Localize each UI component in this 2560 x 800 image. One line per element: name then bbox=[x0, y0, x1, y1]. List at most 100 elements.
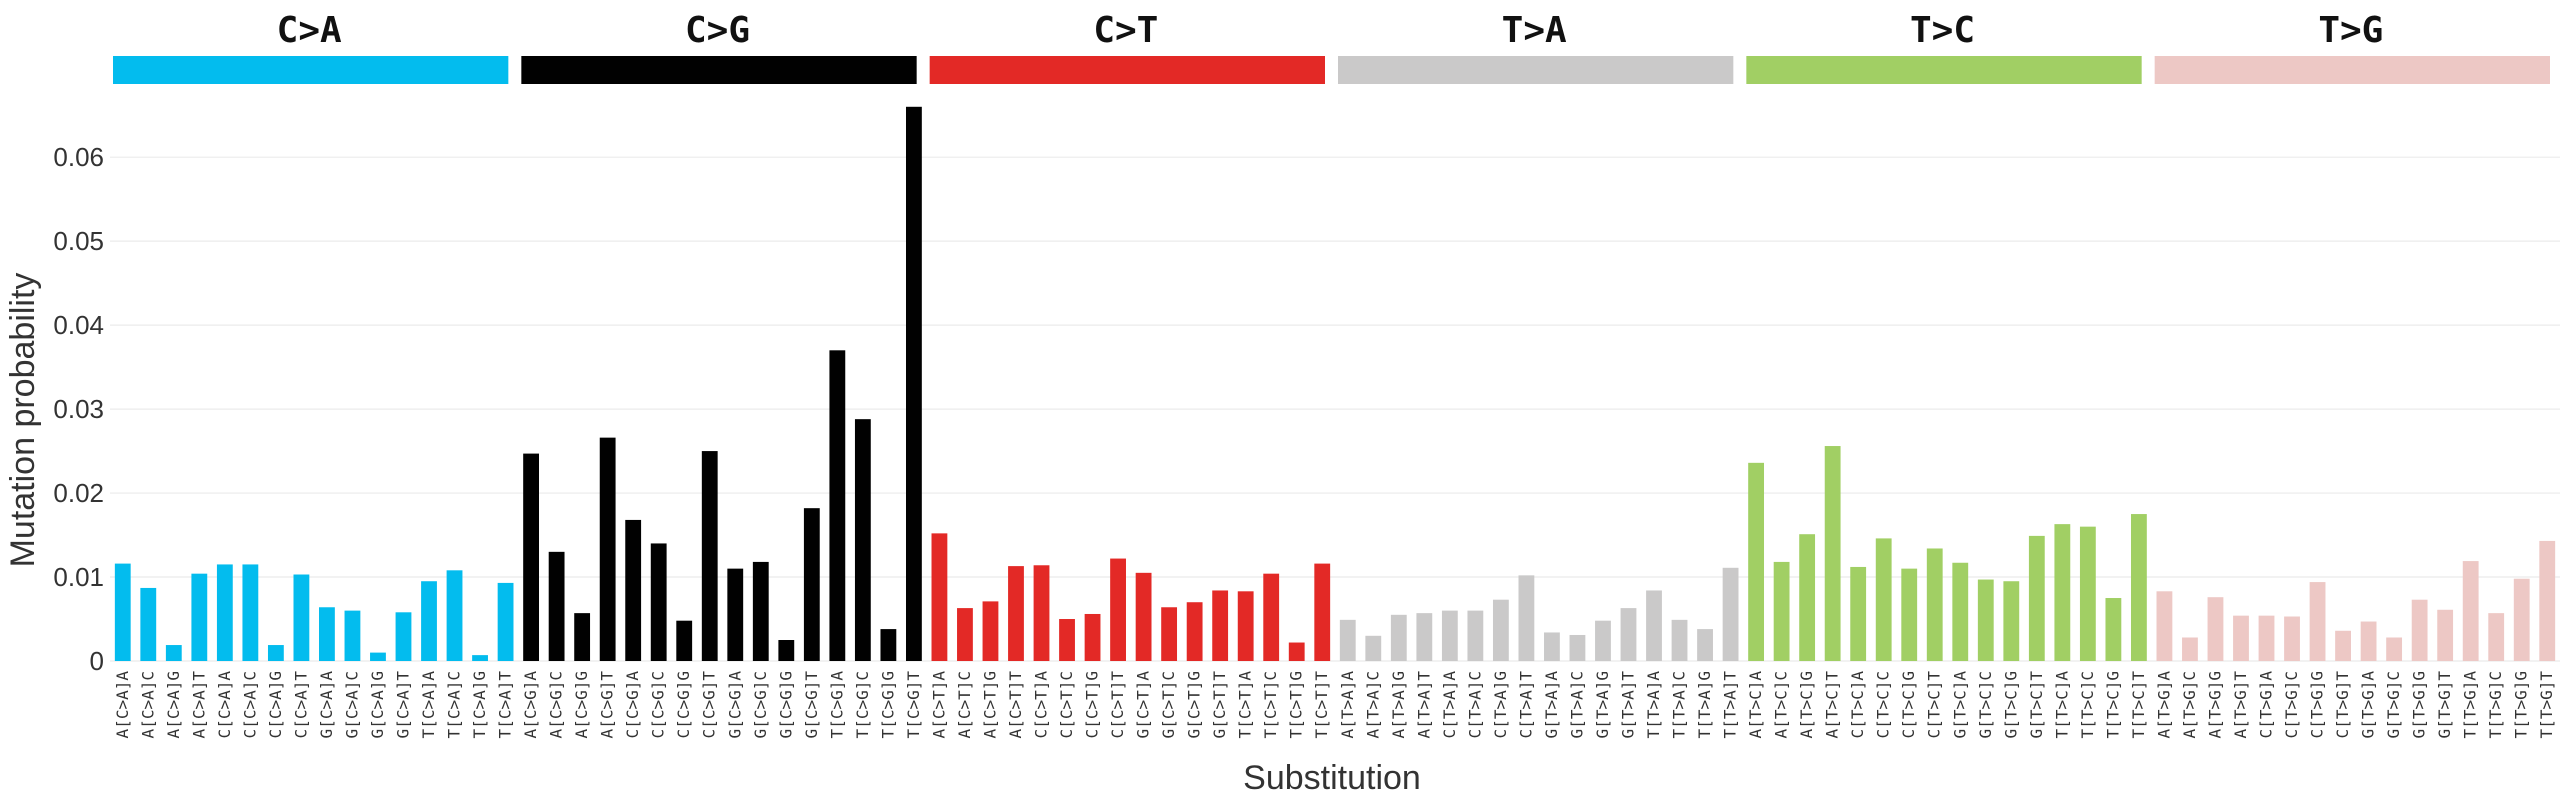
x-tick-label: T[C>T]G bbox=[1287, 671, 1306, 738]
x-tick-label: C[C>G]A bbox=[623, 671, 642, 739]
x-tick-label: T[C>T]C bbox=[1261, 671, 1280, 738]
group-title: C>T bbox=[1093, 10, 1158, 51]
bar bbox=[2207, 597, 2224, 661]
x-tick-label: G[T>G]G bbox=[2410, 671, 2429, 738]
bar bbox=[803, 508, 820, 661]
x-tick-label: A[T>A]T bbox=[1414, 671, 1433, 739]
x-tick-label: C[C>G]G bbox=[674, 671, 693, 738]
bar bbox=[1926, 548, 1943, 661]
bar bbox=[880, 629, 897, 661]
bar bbox=[1773, 561, 1790, 661]
bar bbox=[1237, 591, 1254, 661]
bar bbox=[752, 561, 769, 661]
x-tick-label: G[T>G]A bbox=[2359, 671, 2378, 739]
bar bbox=[1467, 610, 1484, 661]
x-tick-label: G[T>G]C bbox=[2384, 671, 2403, 738]
bar bbox=[421, 581, 437, 661]
bar bbox=[829, 350, 846, 661]
bar bbox=[1671, 619, 1688, 661]
x-tick-label: A[C>T]G bbox=[980, 671, 999, 738]
bar bbox=[2054, 524, 2071, 661]
bar bbox=[1084, 613, 1101, 661]
bar bbox=[2539, 540, 2556, 661]
x-tick-label: T[C>G]G bbox=[878, 671, 897, 738]
bar bbox=[1799, 534, 1816, 661]
group-color-band bbox=[1746, 56, 2142, 84]
x-tick-label: C[C>A]G bbox=[266, 671, 285, 738]
x-tick-label: C[C>T]A bbox=[1032, 671, 1051, 739]
x-tick-label: G[T>G]T bbox=[2435, 671, 2454, 739]
bar bbox=[1492, 599, 1509, 661]
x-tick-label: T[T>G]A bbox=[2461, 671, 2480, 739]
x-tick-label: C[C>T]T bbox=[1108, 671, 1127, 739]
x-tick-label: T[T>C]A bbox=[2052, 671, 2071, 739]
x-tick-label: A[T>A]A bbox=[1338, 671, 1357, 739]
bar bbox=[2079, 526, 2096, 661]
x-tick-label: T[T>C]T bbox=[2129, 671, 2148, 739]
x-tick-label: T[T>G]T bbox=[2537, 671, 2556, 739]
bar bbox=[701, 451, 718, 661]
x-tick-label: A[C>T]T bbox=[1006, 671, 1025, 739]
x-tick-label: G[T>C]G bbox=[2001, 671, 2020, 738]
bar bbox=[2105, 598, 2122, 661]
x-tick-label: C[C>G]T bbox=[700, 671, 719, 739]
x-tick-label: T[C>G]A bbox=[827, 671, 846, 739]
bar bbox=[1569, 634, 1586, 661]
x-tick-label: C[T>C]A bbox=[1848, 671, 1867, 739]
y-axis-ticks: 0 0.01 0.02 0.03 0.04 0.05 0.06 bbox=[53, 142, 104, 676]
bar bbox=[1977, 579, 1994, 661]
bar bbox=[1595, 620, 1611, 661]
x-tick-label: G[C>T]A bbox=[1134, 671, 1153, 739]
bar bbox=[1901, 568, 1918, 661]
bar bbox=[165, 645, 182, 661]
x-tick-label: A[T>G]T bbox=[2231, 671, 2250, 739]
bar bbox=[1008, 566, 1024, 661]
bar bbox=[344, 610, 361, 661]
bar bbox=[1186, 602, 1203, 661]
bar bbox=[1697, 629, 1713, 661]
x-axis-label: Substitution bbox=[1243, 759, 1421, 797]
bar bbox=[1390, 614, 1407, 661]
group-color-band bbox=[521, 56, 917, 84]
x-tick-label: T[C>G]T bbox=[904, 671, 923, 739]
x-tick-label: G[T>A]C bbox=[1567, 671, 1586, 738]
bar bbox=[1161, 607, 1178, 661]
x-tick-label: G[C>A]T bbox=[393, 671, 412, 739]
y-tick-label: 0.01 bbox=[53, 562, 104, 592]
bar bbox=[1365, 635, 1382, 661]
x-tick-label: T[C>G]C bbox=[853, 671, 872, 738]
bar bbox=[2386, 637, 2403, 661]
bar bbox=[1135, 572, 1152, 661]
x-tick-label: A[C>G]A bbox=[521, 671, 540, 739]
bar bbox=[1059, 619, 1075, 661]
x-tick-label: G[T>A]T bbox=[1618, 671, 1637, 739]
y-tick-label: 0 bbox=[90, 646, 104, 676]
x-tick-label: A[T>C]A bbox=[1746, 671, 1765, 739]
bar bbox=[1518, 575, 1535, 661]
bar bbox=[1646, 590, 1662, 661]
bar bbox=[2028, 535, 2045, 661]
bar bbox=[2488, 613, 2505, 661]
bar bbox=[2284, 616, 2300, 661]
bar bbox=[2233, 615, 2249, 661]
x-tick-label: T[T>G]G bbox=[2512, 671, 2531, 738]
bar bbox=[727, 568, 744, 661]
x-tick-label: A[T>G]C bbox=[2180, 671, 2199, 738]
bar bbox=[242, 564, 259, 661]
bar bbox=[293, 574, 310, 661]
bar bbox=[2130, 514, 2147, 661]
x-tick-label: T[C>T]A bbox=[1236, 671, 1255, 739]
x-tick-label: C[T>G]A bbox=[2257, 671, 2276, 739]
bar bbox=[319, 607, 335, 661]
x-tick-label: A[C>A]C bbox=[138, 671, 157, 738]
bar bbox=[574, 613, 591, 661]
bar bbox=[2437, 609, 2454, 661]
bar bbox=[2411, 599, 2428, 661]
x-tick-label: G[T>A]A bbox=[1542, 671, 1561, 739]
group-color-band bbox=[113, 56, 509, 84]
y-tick-label: 0.02 bbox=[53, 478, 104, 508]
bar bbox=[1339, 619, 1356, 661]
x-tick-label: T[C>T]T bbox=[1312, 671, 1331, 739]
x-tick-label: A[C>A]A bbox=[113, 671, 132, 739]
bar bbox=[370, 652, 386, 661]
